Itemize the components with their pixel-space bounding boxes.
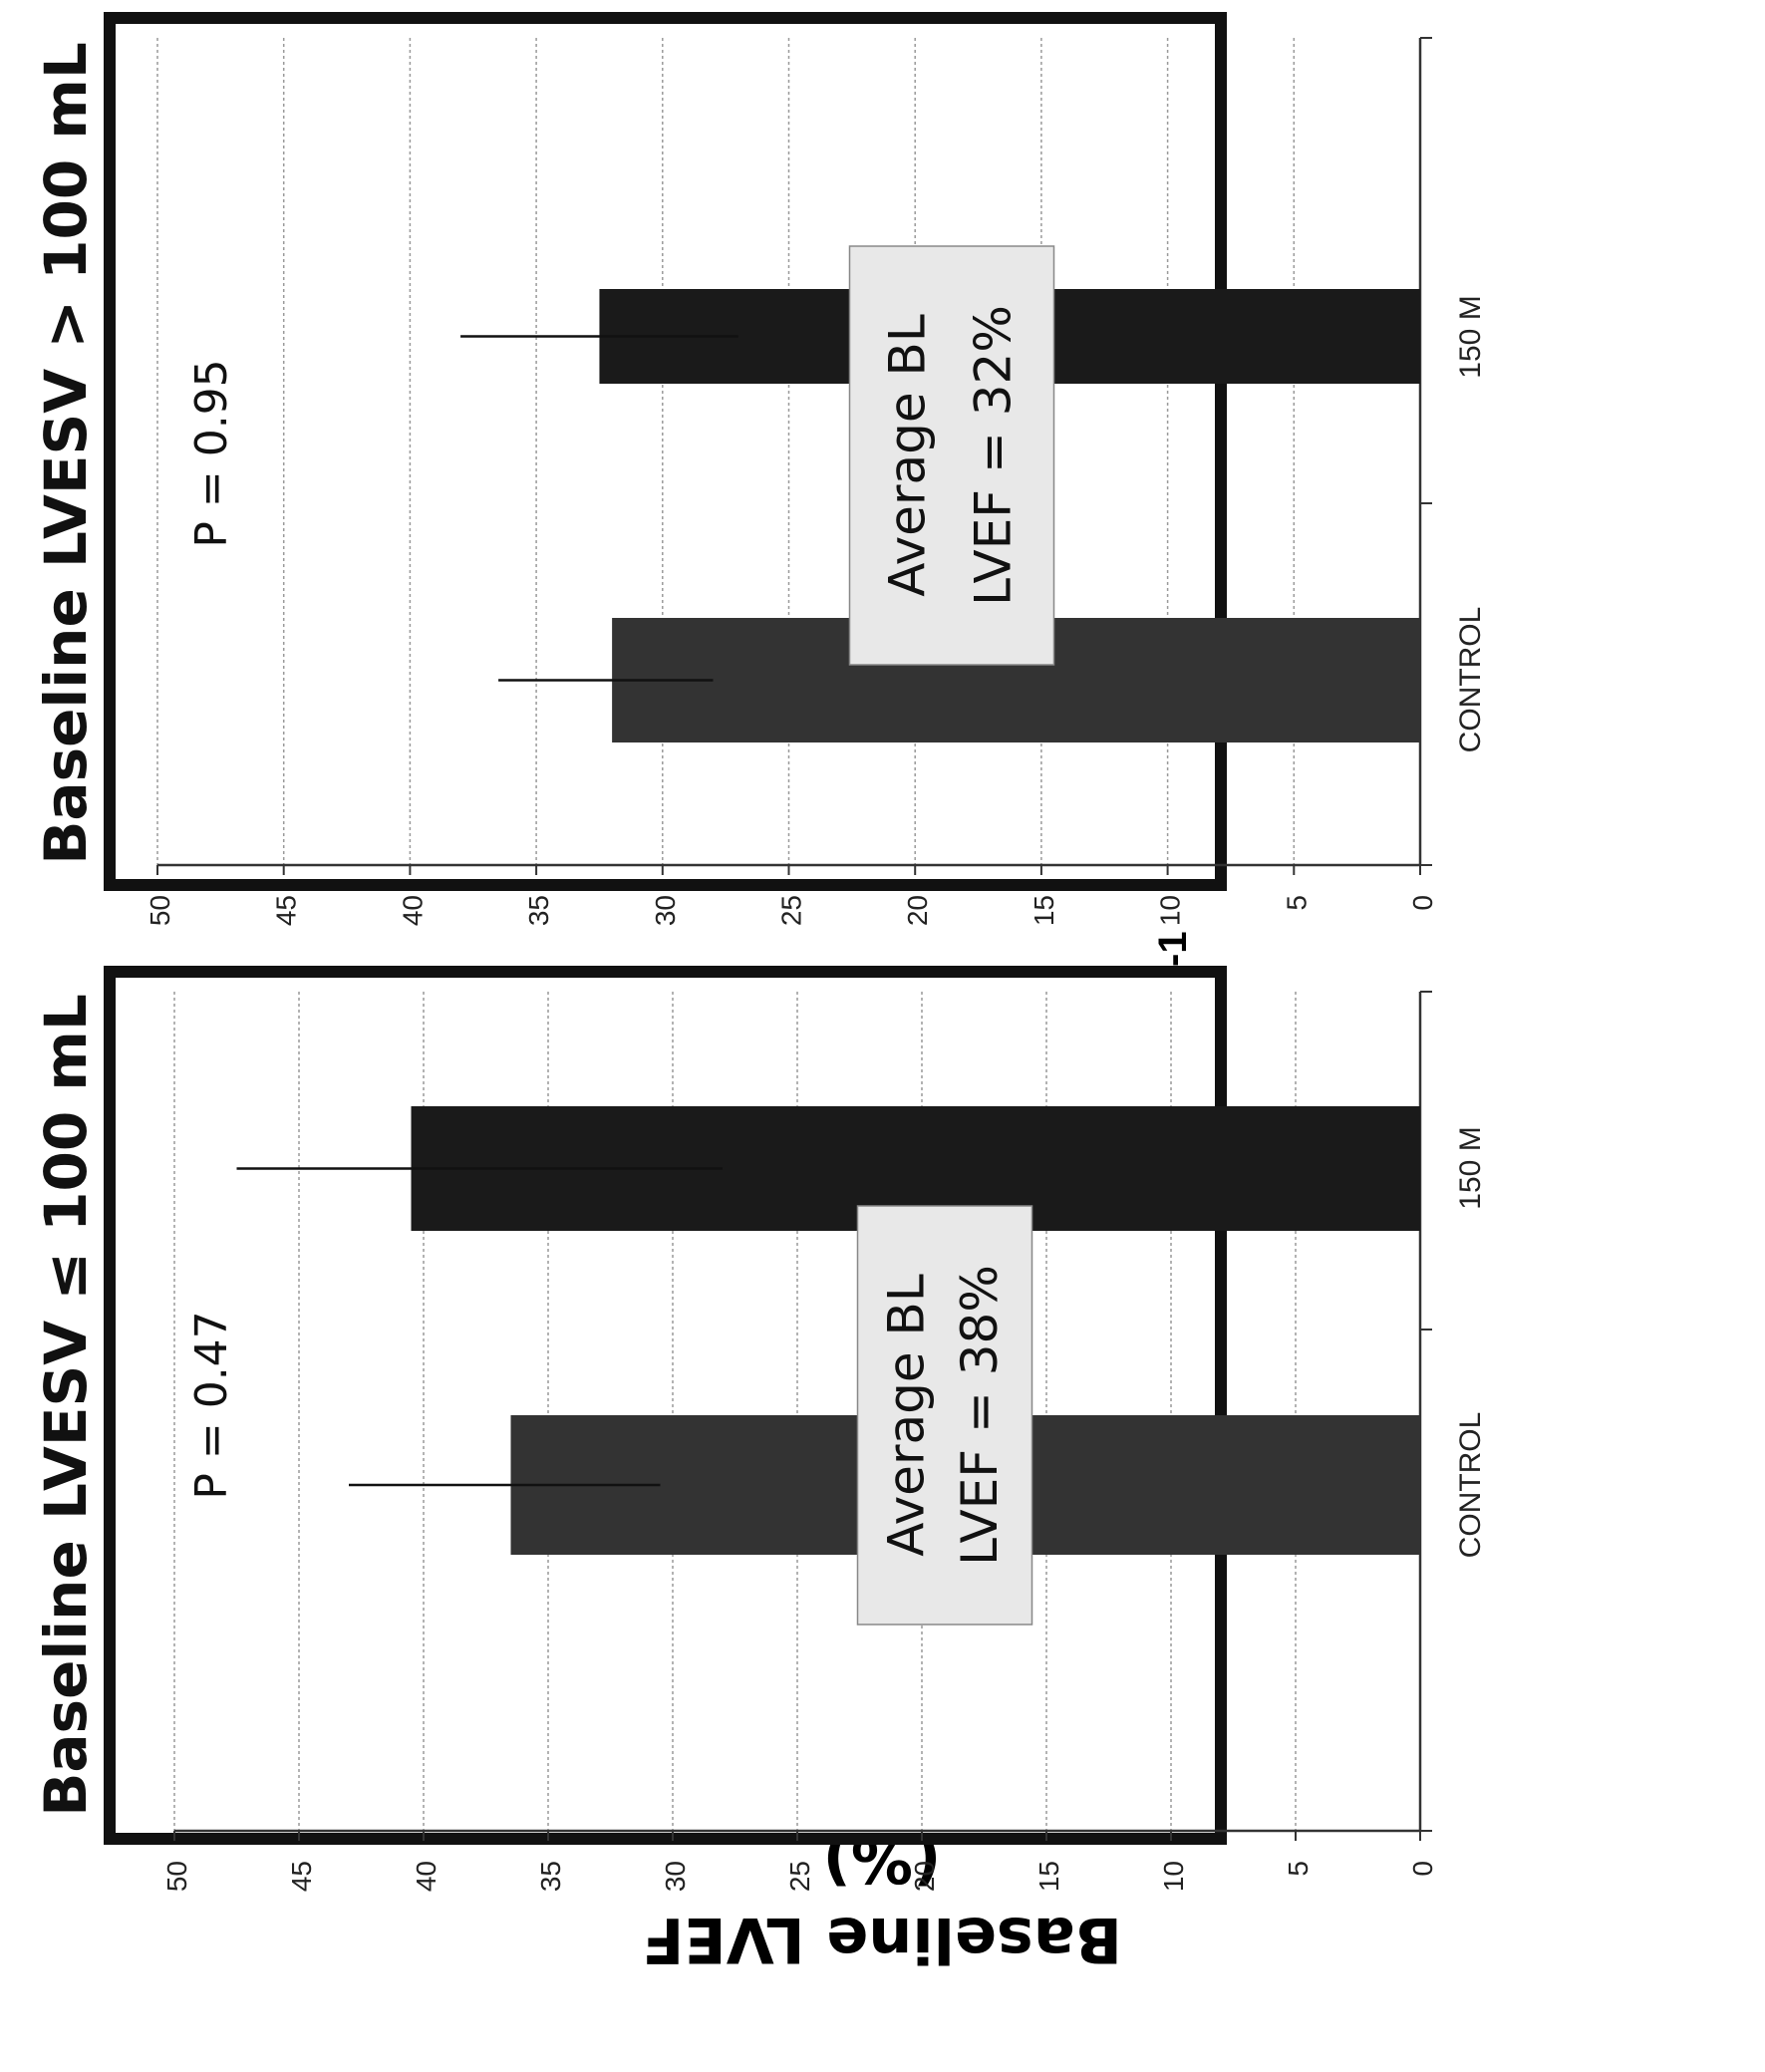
category-label: 150 M [1454, 1126, 1487, 1209]
y-tick-label: 50 [161, 1861, 192, 1892]
y-tick-label: 30 [650, 895, 681, 926]
y-tick-label: 50 [145, 895, 175, 926]
chart-title: Baseline LVESV > 100 mL [32, 42, 100, 865]
y-tick-label: 10 [1158, 1861, 1189, 1892]
chart-panel-high-lvesv: 0 5 10 15 20 25 30 35 40 45 50 CONTROL 150 M Baseline… [32, 12, 1487, 926]
category-label: 150 M [1454, 295, 1487, 378]
y-tick-label: 0 [1407, 895, 1438, 911]
y-tick-label: 15 [1029, 895, 1059, 926]
y-tick-label: 35 [535, 1861, 566, 1892]
y-tick-label: 15 [1033, 1861, 1064, 1892]
average-box [856, 1205, 1033, 1626]
chart-frame [104, 966, 1227, 1845]
y-tick-label: 20 [902, 895, 933, 926]
y-tick-label: 35 [523, 895, 554, 926]
p-value-annotation: P = 0.47 [186, 1311, 237, 1499]
shared-ylabel-line1: Baseline LVEF [642, 1904, 1122, 1976]
y-tick-label: 5 [1283, 1861, 1314, 1877]
average-box-line1: Average BL [878, 1274, 936, 1557]
y-tick-label: 25 [776, 895, 807, 926]
y-tick-label: 20 [909, 1861, 940, 1892]
category-label: CONTROL [1454, 607, 1487, 753]
shared-ylabel-group: Baseline LVEF (%) [642, 1824, 1122, 1976]
y-tick-label: 45 [271, 895, 302, 926]
average-box [848, 245, 1055, 666]
y-tick-label: 10 [1155, 895, 1186, 926]
y-tick-label: 0 [1407, 1861, 1438, 1877]
y-tick-label: 25 [784, 1861, 815, 1892]
average-box-line2: LVEF = 38% [951, 1265, 1009, 1566]
p-value-annotation: P = 0.95 [186, 359, 237, 547]
y-tick-label: 45 [286, 1861, 317, 1892]
y-tick-label: 5 [1281, 895, 1312, 911]
average-box-line2: LVEF = 32% [965, 305, 1023, 606]
y-tick-label: 40 [397, 895, 428, 926]
average-box-line1: Average BL [879, 314, 937, 597]
y-tick-label: 40 [411, 1861, 441, 1892]
y-tick-label: 30 [660, 1861, 691, 1892]
chart-title: Baseline LVESV ≤ 100 mL [32, 994, 100, 1817]
chart-panel-low-lvesv: 0 5 10 15 20 25 30 35 40 45 50 CONTROL 150 M Baseline… [32, 966, 1487, 1892]
category-label: CONTROL [1454, 1412, 1487, 1559]
